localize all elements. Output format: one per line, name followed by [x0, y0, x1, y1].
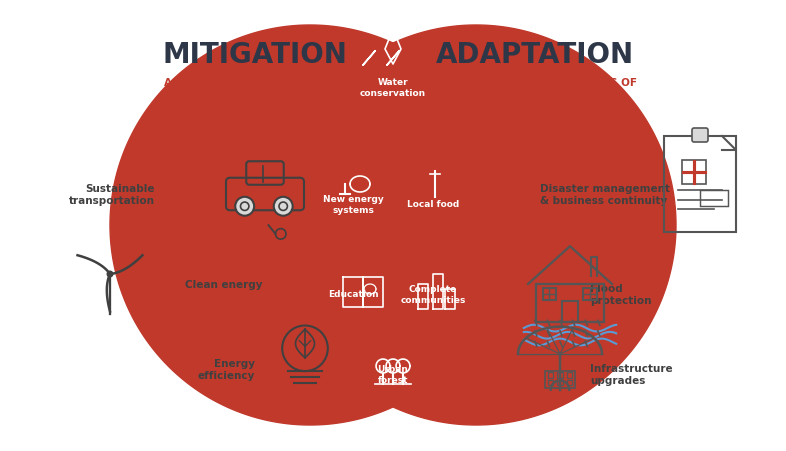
Bar [545, 371, 575, 388]
Text: Education: Education [328, 290, 378, 299]
Bar [542, 289, 556, 300]
Polygon shape [110, 26, 676, 425]
Text: Sustainable
transportation: Sustainable transportation [69, 184, 155, 206]
Text: ACTION TO REDUCE EMISSIONS
THAT CAUSE CLIMATE CHANGE: ACTION TO REDUCE EMISSIONS THAT CAUSE CL… [163, 78, 347, 102]
Bar [557, 373, 563, 377]
Bar [536, 285, 604, 322]
Bar [567, 373, 571, 377]
Circle shape [110, 26, 510, 425]
Text: Local food: Local food [407, 200, 459, 209]
Circle shape [106, 271, 113, 278]
Circle shape [276, 26, 676, 425]
Text: Energy
efficiency: Energy efficiency [197, 358, 255, 380]
Text: Clean energy: Clean energy [185, 279, 263, 290]
Bar [557, 380, 563, 385]
Text: Complete
communities: Complete communities [400, 284, 465, 304]
Text: ADAPTATION: ADAPTATION [436, 41, 634, 69]
Bar [567, 380, 571, 385]
Bar [549, 380, 553, 385]
Text: MITIGATION: MITIGATION [163, 41, 347, 69]
Bar [583, 289, 597, 300]
Circle shape [274, 198, 292, 216]
Bar [549, 373, 553, 377]
Circle shape [235, 198, 254, 216]
Text: ACTION TO MANAGE THE RISKS OF
CLIMATE CHANGE IMPACTS: ACTION TO MANAGE THE RISKS OF CLIMATE CH… [434, 78, 637, 102]
Text: Flood
protection: Flood protection [590, 283, 652, 305]
Text: Urban
forest: Urban forest [377, 364, 409, 384]
Text: Water
conservation: Water conservation [360, 78, 426, 98]
Text: Infrastructure
upgrades: Infrastructure upgrades [590, 363, 673, 385]
Text: Disaster management
& business continuity: Disaster management & business continuit… [540, 184, 670, 206]
Bar [563, 301, 578, 322]
FancyBboxPatch shape [692, 129, 708, 143]
Text: New energy
systems: New energy systems [322, 194, 384, 215]
